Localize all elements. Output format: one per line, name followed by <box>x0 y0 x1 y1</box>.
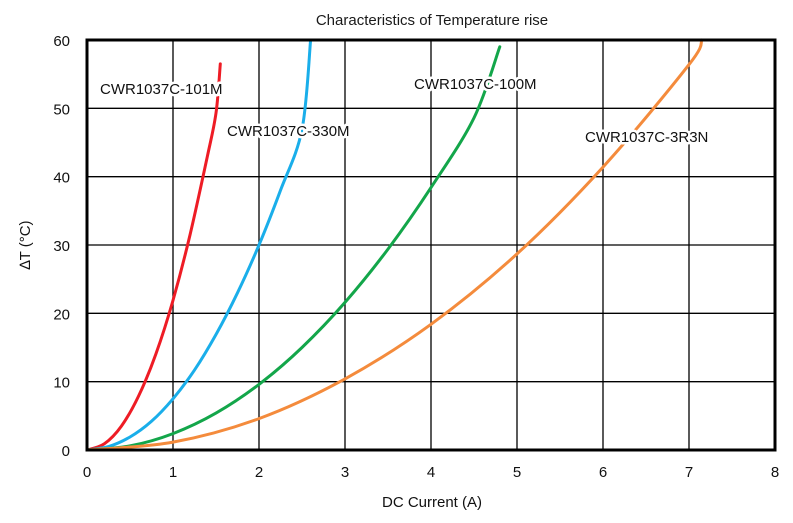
x-tick-label: 8 <box>771 464 779 481</box>
y-axis-label: ∆T (°C) <box>17 220 34 269</box>
series-labels: CWR1037C-101M CWR1037C-330M CWR1037C-100M C… <box>98 74 711 149</box>
series-line-cwr1037c-330m <box>85 38 313 452</box>
x-tick-label: 1 <box>169 464 177 481</box>
x-tick-label: 4 <box>427 464 435 481</box>
series-line-cwr1037c-3r3n <box>85 38 704 452</box>
series-line-cwr1037c-100m <box>85 45 502 452</box>
series-label: CWR1037C-330M <box>227 123 350 140</box>
plot-frame <box>85 38 777 452</box>
y-tick-label: 20 <box>53 306 70 323</box>
x-tick-label: 3 <box>341 464 349 481</box>
x-tick-label: 6 <box>599 464 607 481</box>
series-label: CWR1037C-101M <box>100 81 223 98</box>
y-tick-label: 60 <box>53 33 70 50</box>
x-tick-label: 2 <box>255 464 263 481</box>
x-tick-label: 7 <box>685 464 693 481</box>
y-tick-label: 40 <box>53 170 70 187</box>
chart-title: Characteristics of Temperature rise <box>316 12 548 29</box>
series-label: CWR1037C-3R3N <box>585 129 708 146</box>
y-tick-label: 30 <box>53 238 70 255</box>
y-tick-label: 0 <box>62 443 70 460</box>
series-label: CWR1037C-100M <box>414 76 537 93</box>
x-tick-label: 5 <box>513 464 521 481</box>
y-tick-label: 50 <box>53 101 70 118</box>
x-tick-label: 0 <box>83 464 91 481</box>
series-line-cwr1037c-101m <box>85 62 222 452</box>
chart-ticks: 0 1 2 3 4 5 6 7 8 0 10 20 30 40 50 60 <box>53 33 779 481</box>
y-tick-label: 10 <box>53 375 70 392</box>
chart-series <box>85 38 704 452</box>
x-axis-label: DC Current (A) <box>382 494 482 511</box>
chart-grid <box>86 39 776 451</box>
